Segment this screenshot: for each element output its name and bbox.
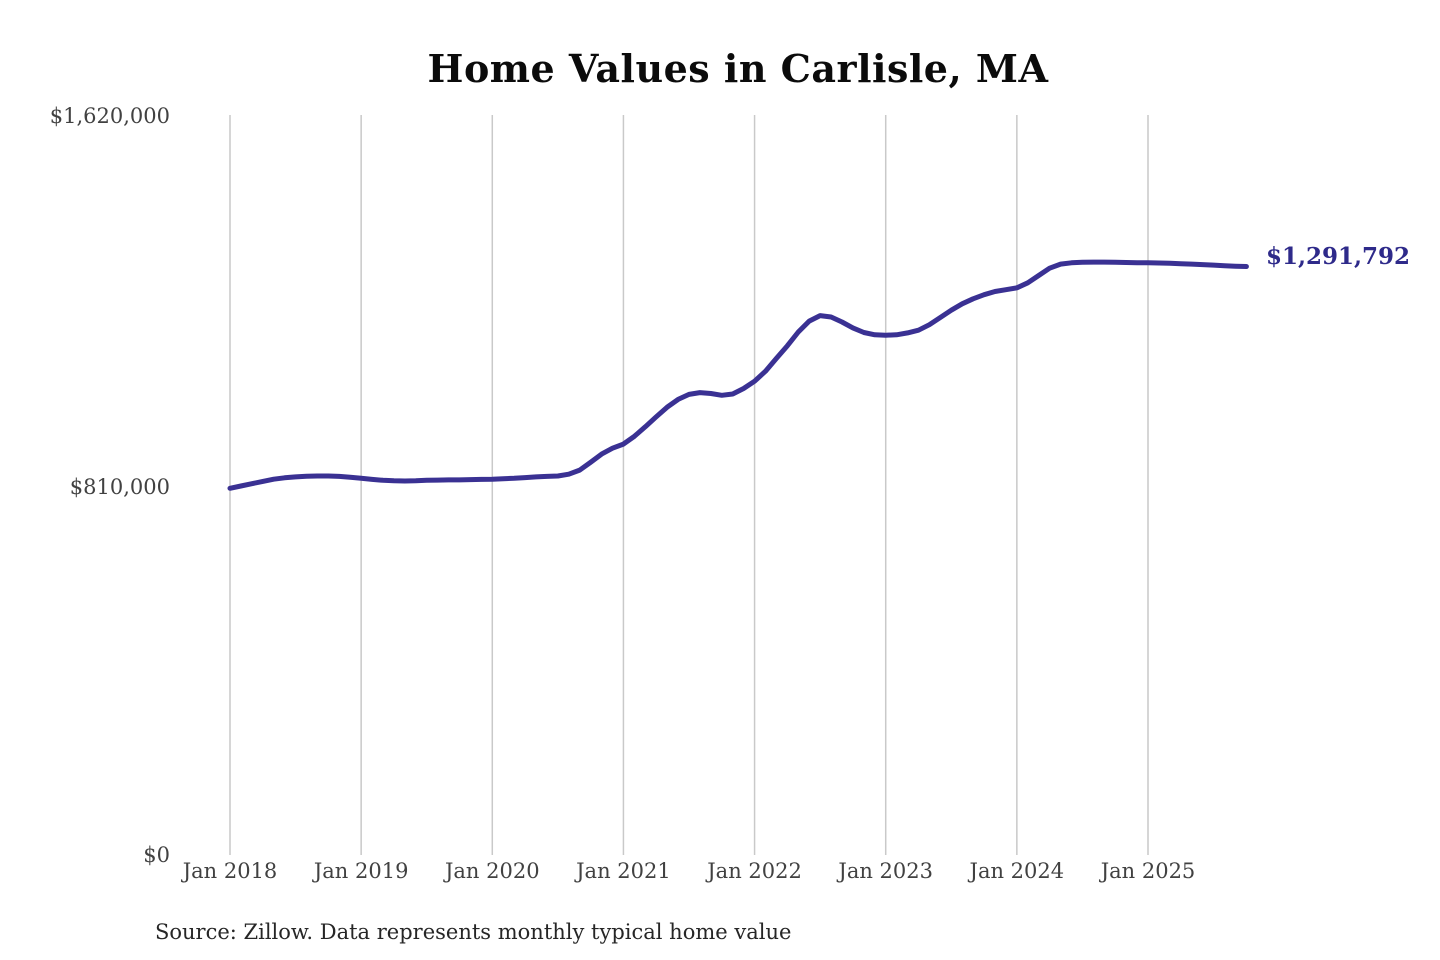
x-tick-label-jan-2022: Jan 2022 xyxy=(707,859,802,883)
x-tick-label-jan-2021: Jan 2021 xyxy=(576,859,671,883)
y-axis-tick-label-zero: $0 xyxy=(143,843,170,867)
x-tick-label-jan-2020: Jan 2020 xyxy=(444,859,540,883)
source-note: Source: Zillow. Data represents monthly … xyxy=(155,920,792,944)
x-tick-label-jan-2023: Jan 2023 xyxy=(838,859,933,883)
x-tick-label-jan-2025: Jan 2025 xyxy=(1100,859,1196,883)
chart-title: Home Values in Carlisle, MA xyxy=(427,46,1049,91)
y-axis-tick-label-middle: $810,000 xyxy=(69,475,170,499)
home-value-line xyxy=(227,259,1249,491)
x-tick-label-jan-2018: Jan 2018 xyxy=(182,859,278,883)
y-axis-tick-label-top: $1,620,000 xyxy=(49,104,170,128)
latest-value-label: $1,291,792 xyxy=(1266,243,1411,270)
vertical-gridlines xyxy=(229,115,1149,855)
x-tick-label-jan-2019: Jan 2019 xyxy=(313,859,409,883)
x-tick-label-jan-2024: Jan 2024 xyxy=(969,859,1065,883)
